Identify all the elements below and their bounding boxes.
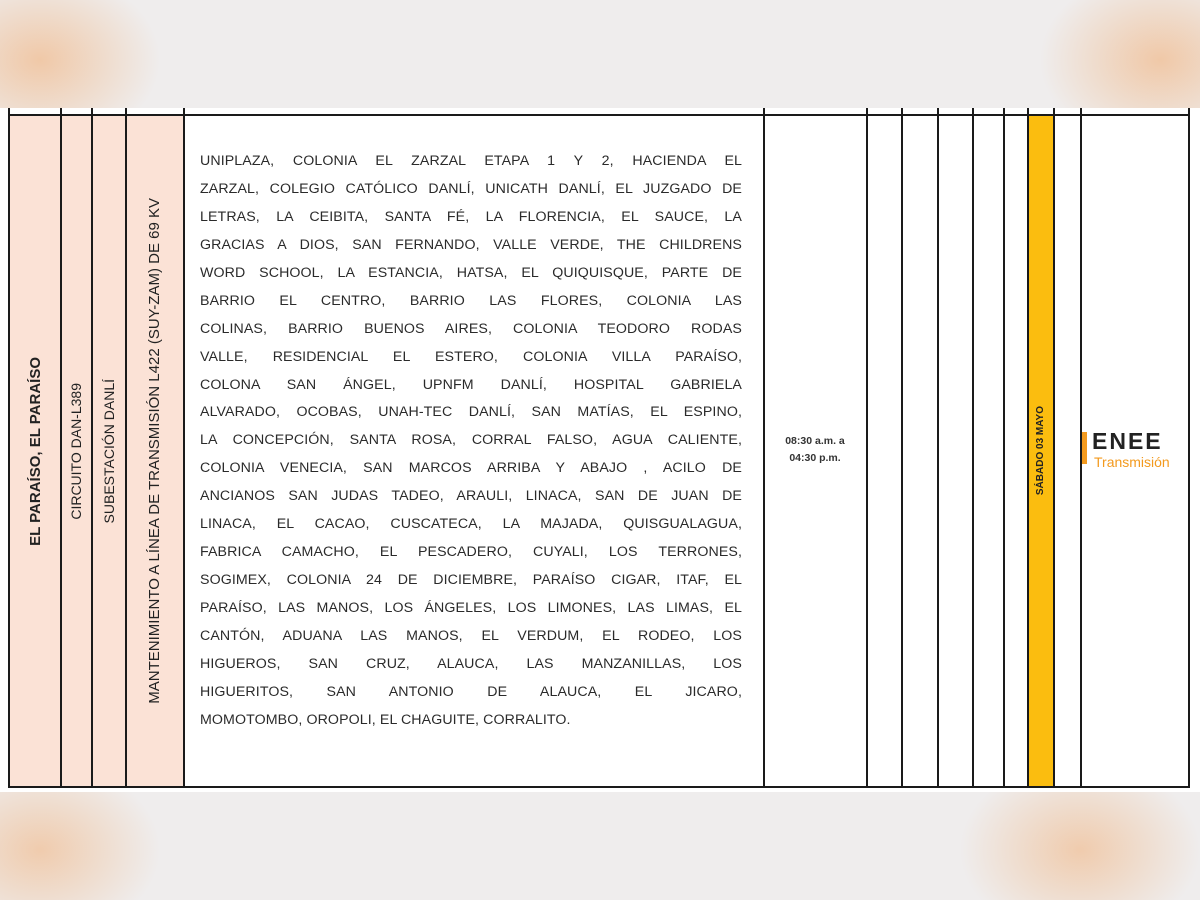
area-line: CANTÓN, ADUANA LAS MANOS, EL VERDUM, EL … [200,627,742,644]
logo-name: ENEE [1092,428,1163,454]
column-divider [1053,108,1055,788]
area-line: COLONA SAN ÁNGEL, UPNFM DANLÍ, HOSPITAL … [200,376,742,393]
time-cell: 08:30 a.m. a 04:30 p.m. [765,433,865,467]
circuit-label: CIRCUITO DAN-L389 [68,382,84,520]
substation-cell: SUBESTACIÓN DANLÍ [92,115,125,787]
region-cell: EL PARAÍSO, EL PARAÍSO [10,115,60,787]
time-start: 08:30 a.m. a [785,435,845,447]
area-line: LETRAS, LA CEIBITA, SANTA FÉ, LA FLORENC… [200,208,742,225]
work-description: MANTENIMIENTO A LÍNEA DE TRANSMISIÓN L42… [146,198,163,704]
logo-subtitle: Transmisión [1094,454,1170,470]
work-description-cell: MANTENIMIENTO A LÍNEA DE TRANSMISIÓN L42… [126,115,183,787]
time-end: 04:30 p.m. [789,452,841,464]
substation-label: SUBESTACIÓN DANLÍ [100,378,117,524]
area-line: HIGUERITOS, SAN ANTONIO DE ALAUCA, EL JI… [200,683,742,700]
region-label: EL PARAÍSO, EL PARAÍSO [26,356,44,546]
table-top-border [8,114,1190,116]
column-divider [901,108,903,788]
label-columns-background [8,115,183,787]
area-line: FABRICA CAMACHO, EL PESCADERO, CUYALI, L… [200,544,742,561]
date-label: SÁBADO 03 MAYO [1034,406,1046,496]
area-line: LINACA, EL CACAO, CUSCATECA, LA MAJADA, … [200,516,742,533]
area-line: COLONIA VENECIA, SAN MARCOS ARRIBA Y ABA… [200,460,742,477]
column-divider [1027,108,1029,788]
affected-areas-text: UNIPLAZA, COLONIA EL ZARZAL ETAPA 1 Y 2,… [200,148,742,735]
area-line: SOGIMEX, COLONIA 24 DE DICIEMBRE, PARAÍS… [200,572,742,589]
column-divider [1188,108,1190,788]
column-divider [8,108,10,788]
area-line: BARRIO EL CENTRO, BARRIO LAS FLORES, COL… [200,292,742,309]
column-divider [183,108,185,788]
column-divider [972,108,974,788]
column-divider [1003,108,1005,788]
area-line: ZARZAL, COLEGIO CATÓLICO DANLÍ, UNICATH … [200,180,742,197]
area-line: ANCIANOS SAN JUDAS TADEO, ARAULI, LINACA… [200,488,742,505]
area-line: PARAÍSO, LAS MANOS, LOS ÁNGELES, LOS LIM… [200,600,742,616]
circuit-cell: CIRCUITO DAN-L389 [61,115,91,787]
column-divider [1080,108,1082,788]
column-divider [763,108,765,788]
column-divider [60,108,62,788]
area-line: COLINAS, BARRIO BUENOS AIRES, COLONIA TE… [200,320,742,337]
area-line: LA CONCEPCIÓN, SANTA ROSA, CORRAL FALSO,… [200,432,742,449]
area-line: GRACIAS A DIOS, SAN FERNANDO, VALLE VERD… [200,236,742,253]
column-divider [866,108,868,788]
date-cell: SÁBADO 03 MAYO [1027,115,1053,787]
area-line: ALVARADO, OCOBAS, UNAH-TEC DANLÍ, SAN MA… [200,404,742,421]
logo-mark-icon [1082,432,1087,464]
date-column-highlight [1027,115,1053,787]
area-line: UNIPLAZA, COLONIA EL ZARZAL ETAPA 1 Y 2,… [200,153,742,169]
column-divider [937,108,939,788]
schedule-sheet [0,108,1200,792]
area-line: VALLE, RESIDENCIAL EL ESTERO, COLONIA VI… [200,348,742,365]
area-line: WORD SCHOOL, LA ESTANCIA, HATSA, EL QUIQ… [200,264,742,281]
table-bottom-border [8,786,1190,788]
enee-logo: ENEE Transmisión [1080,428,1190,474]
column-divider [91,108,93,788]
column-divider [125,108,127,788]
area-line: HIGUEROS, SAN CRUZ, ALAUCA, LAS MANZANIL… [200,655,742,672]
area-line: MOMOTOMBO, OROPOLI, EL CHAGUITE, CORRALI… [200,711,571,728]
